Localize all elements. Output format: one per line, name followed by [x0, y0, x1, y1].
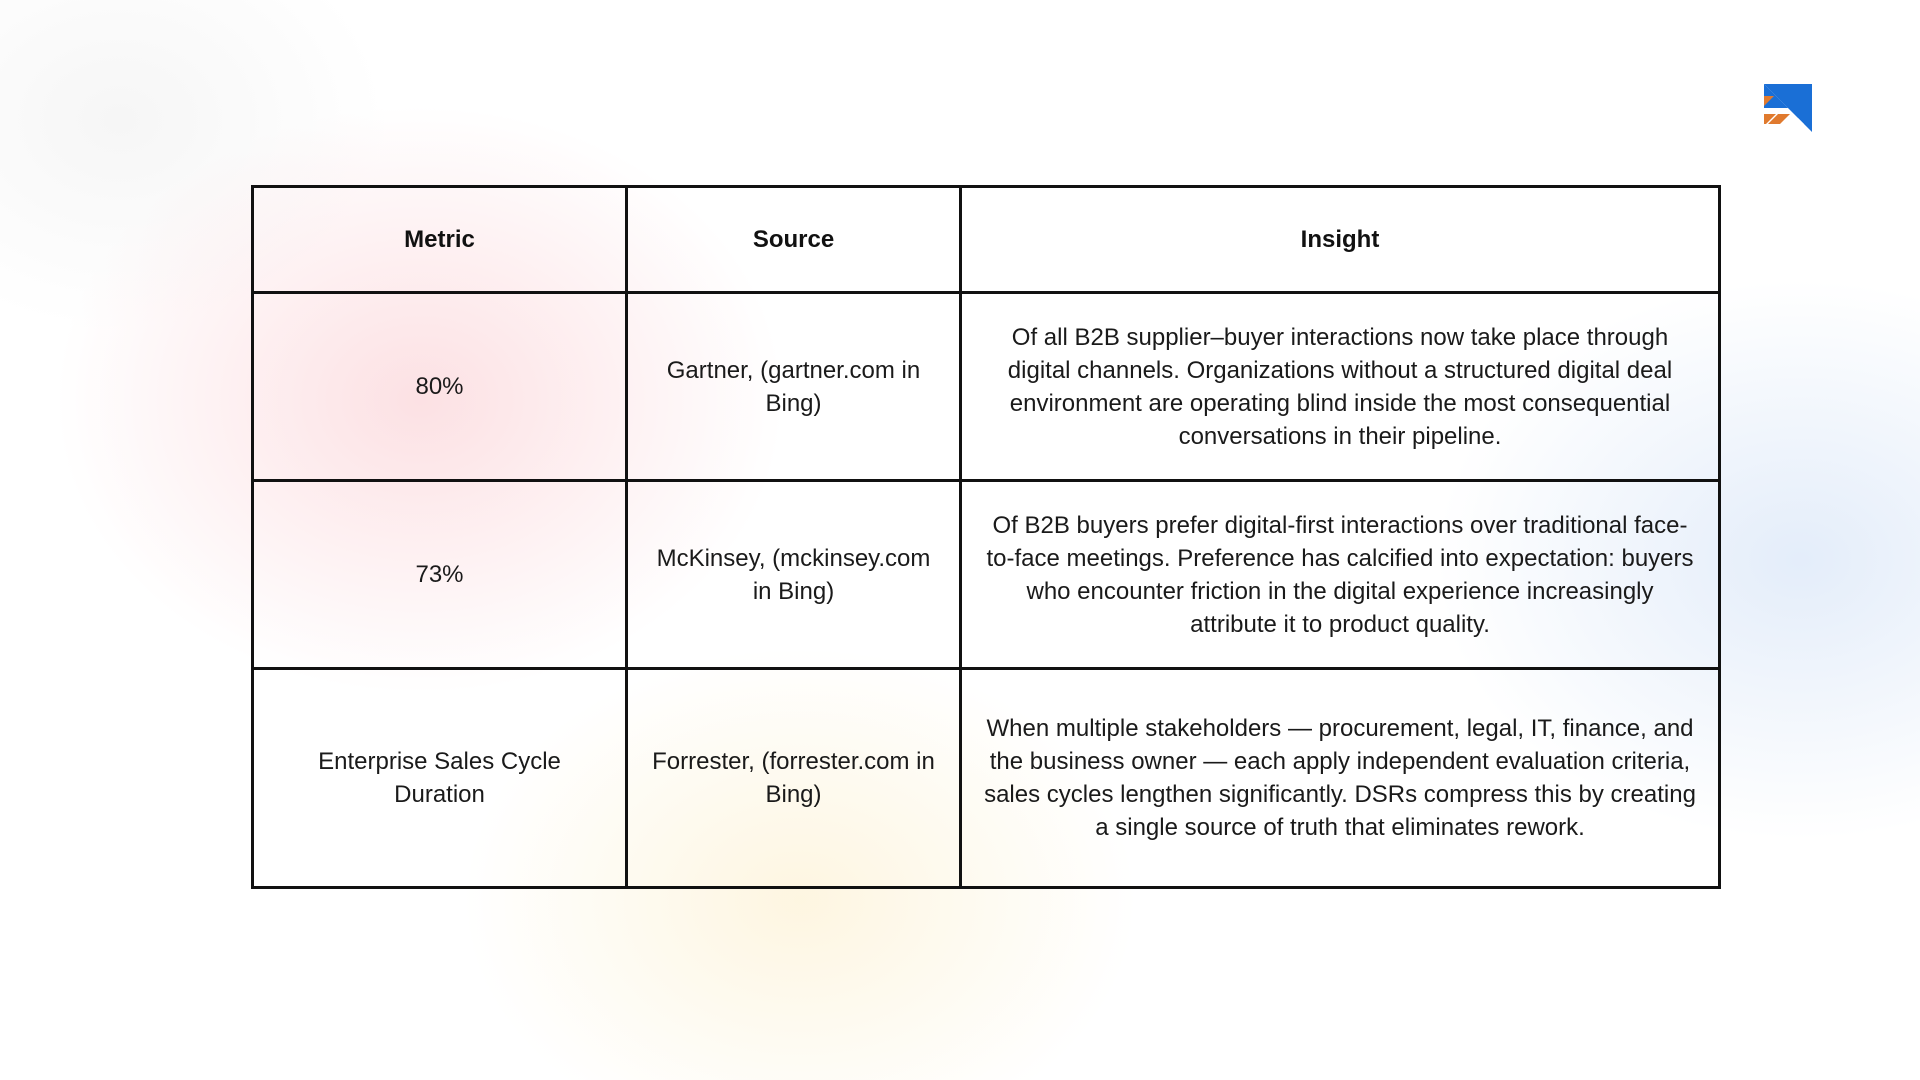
metrics-table-container: Metric Source Insight 80% Gartner, (gart… [251, 185, 1721, 889]
insight-cell: When multiple stakeholders — procurement… [959, 667, 1721, 889]
table-row: 80% Gartner, (gartner.com in Bing) Of al… [251, 291, 1721, 482]
header-source: Source [625, 185, 962, 294]
insight-cell: Of B2B buyers prefer digital-first inter… [959, 479, 1721, 670]
metrics-table: Metric Source Insight 80% Gartner, (gart… [251, 185, 1721, 889]
table-row: 73% McKinsey, (mckinsey.com in Bing) Of … [251, 479, 1721, 670]
metric-cell: Enterprise Sales Cycle Duration [251, 667, 628, 889]
metric-cell: 73% [251, 479, 628, 670]
metric-cell: 80% [251, 291, 628, 482]
brand-logo-icon [1764, 84, 1812, 132]
source-cell: Gartner, (gartner.com in Bing) [625, 291, 962, 482]
insight-cell: Of all B2B supplier–buyer interactions n… [959, 291, 1721, 482]
header-insight: Insight [959, 185, 1721, 294]
source-cell: McKinsey, (mckinsey.com in Bing) [625, 479, 962, 670]
source-cell: Forrester, (forrester.com in Bing) [625, 667, 962, 889]
table-row: Enterprise Sales Cycle Duration Forreste… [251, 667, 1721, 889]
table-header-row: Metric Source Insight [251, 185, 1721, 294]
header-metric: Metric [251, 185, 628, 294]
